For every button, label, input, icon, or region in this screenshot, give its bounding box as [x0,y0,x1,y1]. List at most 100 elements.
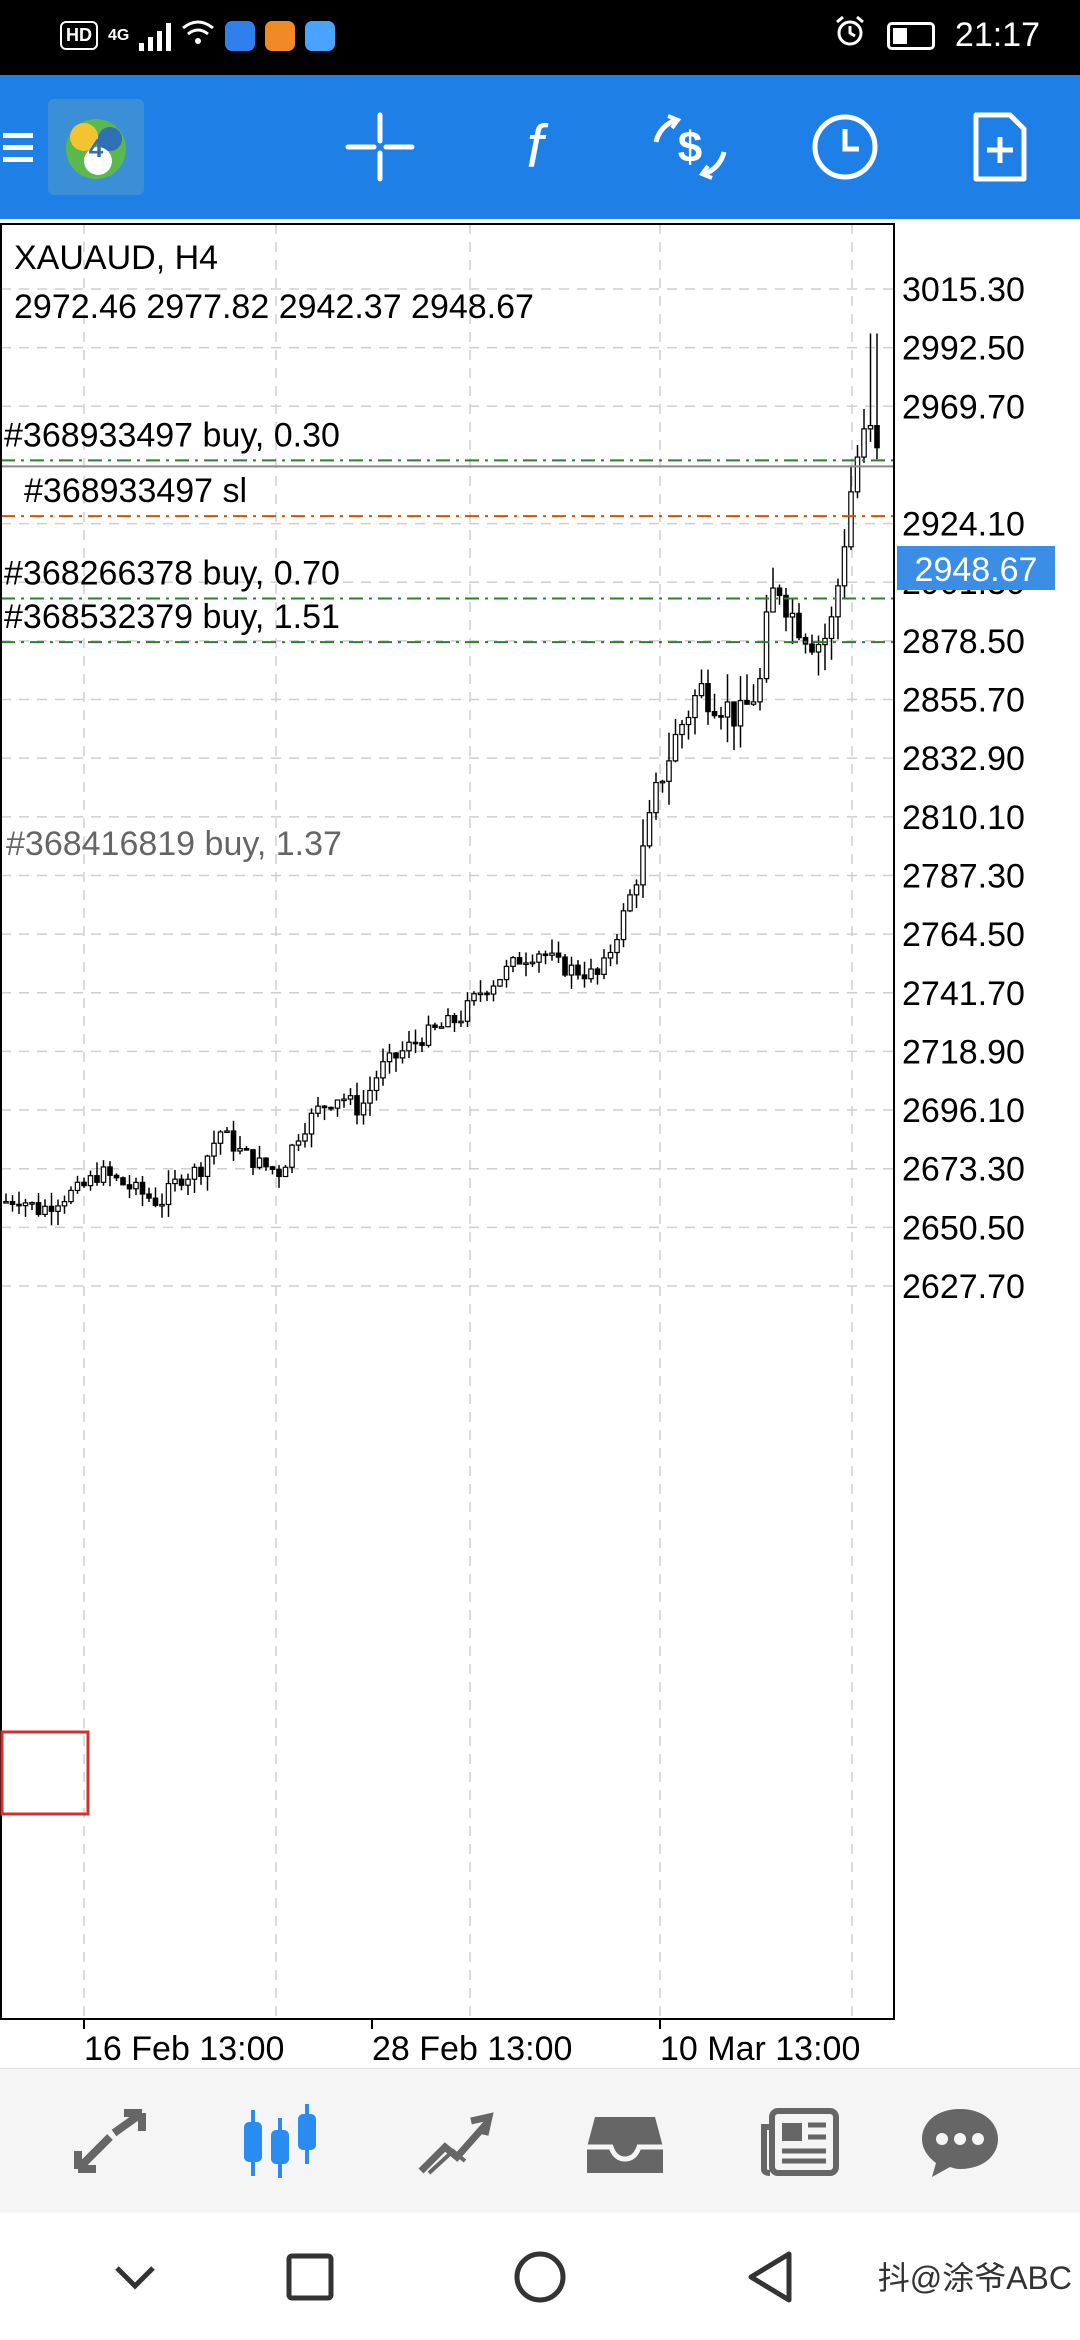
candle-body [594,968,601,975]
chevron-down-icon[interactable] [100,2213,170,2340]
candle-body [321,1105,328,1109]
candle-body [432,1024,438,1028]
candle-body [711,711,718,717]
candle-body [562,956,568,976]
candle-body [841,546,848,587]
candle-body [250,1149,256,1168]
candle-body [341,1098,347,1102]
candle-body [263,1157,269,1168]
candle-body [854,456,861,493]
candle-body [230,1130,237,1152]
candle-body [568,964,575,976]
candle-body [601,957,607,975]
candle-body [744,700,750,705]
svg-text:$: $ [678,123,702,172]
status-right: 21:17 [833,14,1040,57]
status-left: HD 4G [60,18,336,53]
candle-body [386,1052,393,1063]
candle-body [861,428,867,458]
candle-body [627,894,633,912]
candle-body [347,1095,354,1100]
metatrader-4-icon[interactable]: 4 [46,75,146,219]
candle-body [211,1142,217,1157]
candle-body [256,1157,263,1168]
price-tick-label: 2992.50 [902,330,1025,368]
candle-body [588,968,594,980]
candle-body [74,1181,81,1192]
candle-body [484,992,490,996]
trade-icon[interactable]: $ [640,75,740,219]
shield-app-icon [225,20,256,51]
chart-canvas[interactable]: 3015.302992.502969.702924.102901.302878.… [0,219,1080,2069]
candle-body [373,1077,380,1092]
battery-icon [886,21,935,50]
candle-body [165,1182,172,1206]
price-chart[interactable]: 3015.302992.502969.702924.102901.302878.… [0,219,1080,2069]
price-tick-label: 2878.50 [902,623,1025,661]
date-tick-label: 28 Feb 13:00 [372,2030,572,2068]
candle-body [523,962,529,966]
candle-body [425,1024,432,1046]
timeframe-clock-icon[interactable] [795,75,895,219]
candle-body [328,1106,334,1110]
trade-icon[interactable] [395,2069,515,2214]
selection-box[interactable] [0,1730,90,1816]
clock-time: 21:17 [954,16,1040,54]
back-icon[interactable] [730,2213,810,2340]
candle-body [848,491,854,548]
candle-body [692,695,698,719]
new-document-icon[interactable] [950,75,1050,219]
orange-app-icon [265,20,296,51]
recent-apps-icon[interactable] [270,2213,350,2340]
history-icon[interactable] [565,2069,685,2214]
network-type: 4G [108,26,130,44]
hd-badge: HD [60,21,98,50]
quotes-icon[interactable] [50,2069,170,2214]
candle-body [542,953,549,957]
candle-body [867,425,874,430]
candle-body [107,1166,113,1176]
date-tick-label: 10 Mar 13:00 [660,2030,860,2068]
candle-body [575,964,581,976]
chart-icon[interactable] [220,2069,340,2214]
candle-body [380,1061,386,1079]
candle-body [113,1174,120,1179]
candle-body [29,1202,35,1205]
candle-body [828,616,835,640]
candle-body [126,1184,133,1190]
price-tick-label: 2741.70 [902,975,1025,1013]
current-price-tag: 2948.67 [897,546,1055,590]
alarm-icon [833,14,867,57]
candle-body [815,643,822,653]
bottom-navigation [0,2068,1080,2214]
candle-body [399,1050,406,1059]
function-icon[interactable]: f [485,75,585,219]
candle-body [42,1205,48,1216]
news-icon[interactable] [740,2069,860,2214]
messages-icon[interactable] [900,2069,1020,2214]
status-bar: HD 4G 21:17 [0,0,1080,75]
menu-icon[interactable] [0,75,36,219]
candle-body [315,1105,321,1114]
price-tick-label: 2673.30 [902,1151,1025,1189]
candle-body [581,974,588,980]
candle-body [172,1178,178,1185]
price-tick-label: 2650.50 [902,1209,1025,1247]
ohlc-values: 2972.46 2977.82 2942.37 2948.67 [14,288,534,326]
candle-body [438,1026,445,1029]
candle-body [406,1041,412,1052]
candle-body [705,683,711,713]
candle-body [367,1089,373,1104]
svg-text:f: f [527,113,549,180]
candle-body [646,812,653,847]
candle-body [152,1197,159,1206]
order-label: #368532379 buy, 1.51 [4,598,340,636]
price-tick-label: 2696.10 [902,1092,1025,1130]
candle-body [451,1015,458,1024]
home-icon[interactable] [500,2213,580,2340]
candle-body [763,611,770,680]
crosshair-icon[interactable] [330,75,430,219]
candle-body [308,1112,315,1135]
candle-body [458,1020,464,1024]
date-tick-label: 16 Feb 13:00 [84,2030,284,2068]
